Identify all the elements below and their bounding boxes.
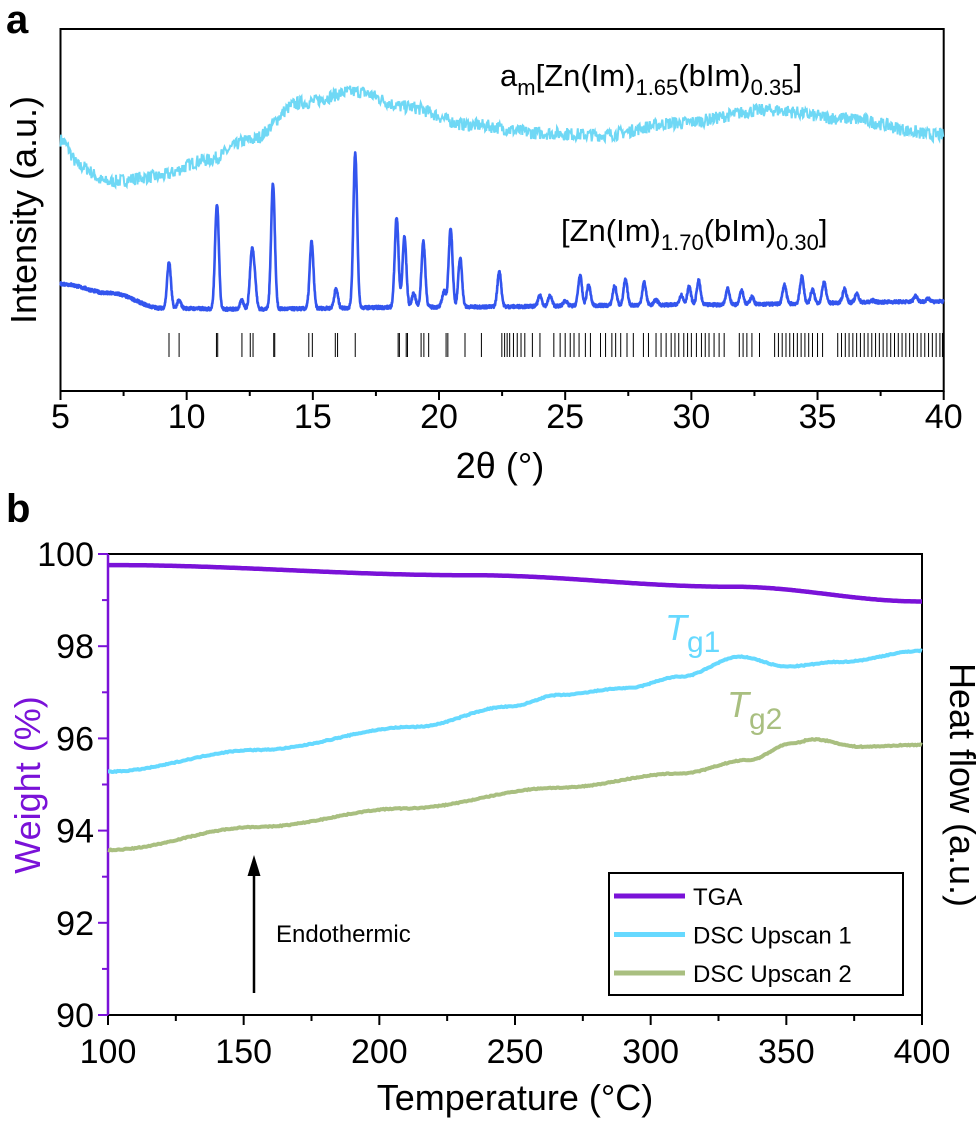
axis-ticks-b: 100 150 200 250 300 350 400 90 92 94 96 98 100 — [37, 536, 950, 1071]
x-tick-label-b: 250 — [487, 1033, 544, 1071]
y-tick-label-weight: 94 — [56, 813, 94, 851]
y-tick-label-weight: 98 — [56, 628, 94, 666]
y-tick-label-weight: 92 — [56, 905, 94, 943]
reference-reflections — [168, 333, 943, 357]
series-label-amorphous: am[Zn(Im)1.65(bIm)0.35] — [500, 58, 802, 100]
y-tick-label-weight: 90 — [56, 997, 94, 1035]
legend-label: DSC Upscan 2 — [693, 961, 852, 988]
panel-label-b: b — [6, 487, 30, 531]
series-line-dsc-upscan-1 — [108, 648, 923, 775]
x-axis-title-b: Temperature (°C) — [377, 1077, 653, 1118]
panel-label-a: a — [6, 0, 29, 42]
x-tick-label-a: 10 — [168, 398, 206, 436]
annotation-tg1: Tg1 — [665, 607, 720, 659]
panel-b-thermal: b 100 150 200 250 300 350 400 90 92 94 96 98 100 Tg1… — [6, 487, 980, 1118]
x-tick-label-a: 40 — [925, 398, 963, 436]
y-axis-title-a: Intensity (a.u.) — [3, 96, 44, 324]
x-tick-label-b: 150 — [215, 1033, 272, 1071]
x-tick-label-a: 5 — [51, 398, 70, 436]
annotation-tg2: Tg2 — [727, 684, 782, 736]
series-line-tga — [108, 562, 922, 604]
x-tick-label-a: 15 — [294, 398, 332, 436]
endothermic-label: Endothermic — [276, 921, 411, 948]
x-tick-label-a: 30 — [672, 398, 710, 436]
x-tick-label-a: 25 — [546, 398, 584, 436]
y-axis-title-heat-flow: Heat flow (a.u.) — [942, 663, 980, 907]
x-tick-label-b: 200 — [351, 1033, 408, 1071]
series-line-crystalline — [59, 151, 945, 312]
x-tick-label-b: 400 — [894, 1033, 951, 1071]
panel-a-xrd: a 5 10 15 20 25 30 35 40 am[Zn(Im)1.65(bIm)0.35… — [3, 0, 963, 486]
x-tick-label-a: 20 — [420, 398, 458, 436]
y-tick-label-weight: 100 — [37, 536, 94, 574]
x-tick-label-a: 35 — [799, 398, 837, 436]
x-axis-ticks-a: 5 10 15 20 25 30 35 40 — [51, 391, 963, 436]
series-line-amorphous — [59, 85, 945, 190]
endothermic-arrow-icon — [247, 855, 261, 993]
y-axis-title-weight: Weight (%) — [7, 696, 48, 873]
y-tick-label-weight: 96 — [56, 720, 94, 758]
series-line-dsc-upscan-2 — [107, 736, 923, 853]
legend: TGA DSC Upscan 1 DSC Upscan 2 — [608, 872, 904, 996]
legend-label: DSC Upscan 1 — [693, 923, 852, 950]
x-tick-label-b: 300 — [622, 1033, 679, 1071]
series-label-crystalline: [Zn(Im)1.70(bIm)0.30] — [561, 213, 827, 255]
x-axis-title-a: 2θ (°) — [456, 445, 544, 486]
x-tick-label-b: 350 — [758, 1033, 815, 1071]
series-lines-b — [107, 562, 923, 853]
legend-label: TGA — [693, 884, 742, 911]
x-tick-label-b: 100 — [80, 1033, 137, 1071]
